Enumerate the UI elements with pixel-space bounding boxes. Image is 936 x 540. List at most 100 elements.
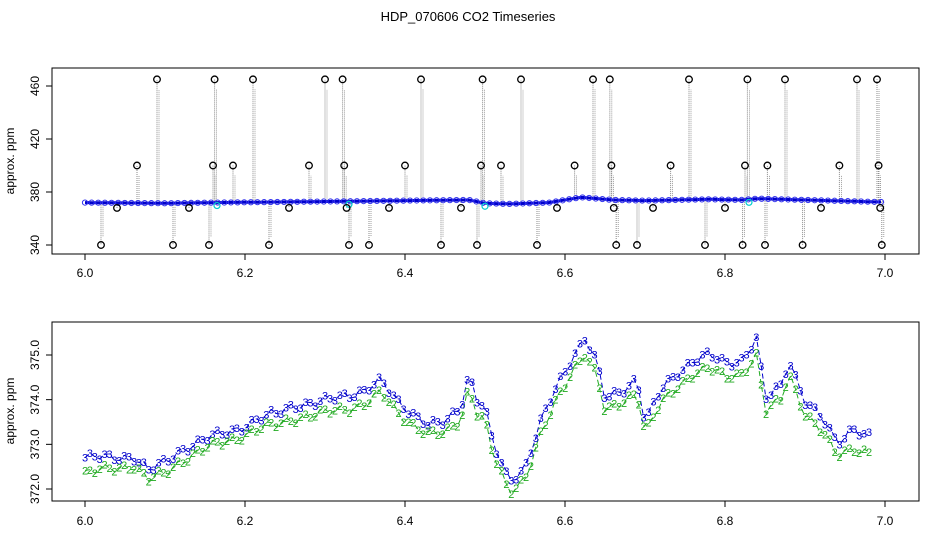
series-marker: 2 <box>121 460 127 472</box>
outlier-point <box>417 75 425 84</box>
series-marker: 2 <box>596 383 602 395</box>
series-marker: 2 <box>351 402 357 414</box>
outlier-point <box>209 161 217 170</box>
series-marker: 3 <box>214 425 220 437</box>
series-marker: 2 <box>317 404 323 416</box>
series-marker: 2 <box>151 472 157 484</box>
baseline-point <box>678 196 686 203</box>
baseline-point <box>831 197 838 204</box>
series-marker: 3 <box>200 434 206 446</box>
outlier-point <box>517 75 525 84</box>
series-marker: 2 <box>621 398 627 410</box>
baseline-point <box>758 195 765 202</box>
outlier-point <box>338 75 347 84</box>
outlier-point <box>589 75 597 84</box>
series-marker: 3 <box>714 354 720 366</box>
series-marker: 2 <box>645 417 651 429</box>
series-marker: 3 <box>807 400 813 412</box>
series-lines <box>84 334 870 496</box>
series-marker: 2 <box>219 440 225 452</box>
x-tick-label: 6.0 <box>77 514 94 528</box>
series-marker: 3 <box>190 441 196 453</box>
series-marker: 2 <box>538 426 544 438</box>
series-marker: 3 <box>381 378 387 390</box>
series-marker: 2 <box>567 372 573 384</box>
series-marker: 3 <box>513 474 519 486</box>
series-marker: 2 <box>704 363 710 375</box>
outlier-point <box>457 203 465 212</box>
series-marker: 2 <box>523 472 529 484</box>
series-marker: 2 <box>543 420 549 432</box>
series-marker: 3 <box>278 409 284 421</box>
series-marker: 2 <box>792 384 798 396</box>
x-tick-label: 6.4 <box>397 266 414 280</box>
series-marker: 3 <box>185 446 191 458</box>
baseline-point <box>559 197 566 204</box>
y-tick-label: 380 <box>28 182 42 202</box>
series-marker: 2 <box>146 476 152 488</box>
series-marker: 3 <box>792 369 798 381</box>
series-marker: 3 <box>180 443 186 455</box>
baseline-point <box>95 199 102 206</box>
series-marker: 2 <box>366 398 372 410</box>
outlier-point <box>741 161 749 170</box>
baseline-point <box>108 199 115 206</box>
x-tick-label: 6.8 <box>717 514 734 528</box>
baseline-point <box>161 200 168 207</box>
series-marker: 2 <box>464 387 470 399</box>
outlier-point <box>685 75 693 84</box>
baseline-point <box>201 199 208 206</box>
series-marker: 3 <box>518 465 524 477</box>
series-marker: 3 <box>704 346 710 358</box>
y-axis-bottom: 372.0 373.0 374.0 375.0 <box>28 340 53 504</box>
baseline-point <box>639 197 646 204</box>
baseline-point <box>400 197 407 204</box>
series-marker: 2 <box>856 448 862 460</box>
baseline-point <box>440 197 447 204</box>
y-axis-label-top: approx. ppm <box>3 128 17 195</box>
series-marker: 3 <box>302 397 308 409</box>
series-marker: 2 <box>562 383 568 395</box>
baseline-point <box>824 197 832 204</box>
outlier-point <box>345 241 353 249</box>
series-marker: 3 <box>209 429 215 441</box>
baseline-point <box>539 199 546 206</box>
series-marker: 2 <box>778 396 784 408</box>
series-marker: 3 <box>582 335 588 347</box>
series-marker: 3 <box>141 457 147 469</box>
series-marker: 3 <box>562 367 568 379</box>
outlier-point <box>666 161 675 170</box>
series-marker: 2 <box>513 483 519 495</box>
series-marker: 3 <box>479 401 485 413</box>
series-marker: 3 <box>136 457 142 469</box>
y-axis-top: 340 380 420 460 <box>28 76 53 255</box>
series-marker: 2 <box>405 417 411 429</box>
series-marker: 2 <box>841 445 847 457</box>
series-marker: 3 <box>739 352 745 364</box>
series-marker: 2 <box>547 410 553 422</box>
baseline-point <box>771 196 778 203</box>
series-marker: 2 <box>851 447 857 459</box>
series-marker: 2 <box>528 461 534 473</box>
series-marker: 2 <box>244 428 250 440</box>
series-marker: 3 <box>680 365 686 377</box>
cyan-point <box>745 198 753 206</box>
series-marker: 3 <box>690 358 696 370</box>
outlier-point <box>873 75 881 84</box>
series-marker: 3 <box>650 396 656 408</box>
baseline-point <box>121 199 128 207</box>
series-marker: 3 <box>660 383 666 395</box>
baseline-point <box>785 196 792 203</box>
baseline-point <box>605 196 613 203</box>
series-marker: 3 <box>288 400 294 412</box>
series-marker: 2 <box>263 417 269 429</box>
series-marker: 2 <box>743 367 749 379</box>
baseline-point <box>844 198 851 205</box>
baseline-point <box>586 194 593 202</box>
x-tick-label: 7.0 <box>877 514 894 528</box>
series-marker: 3 <box>102 449 108 461</box>
series-marker: 2 <box>494 459 500 471</box>
series-marker: 3 <box>734 358 740 370</box>
outlier-point <box>649 203 657 212</box>
series-marker: 2 <box>479 411 485 423</box>
